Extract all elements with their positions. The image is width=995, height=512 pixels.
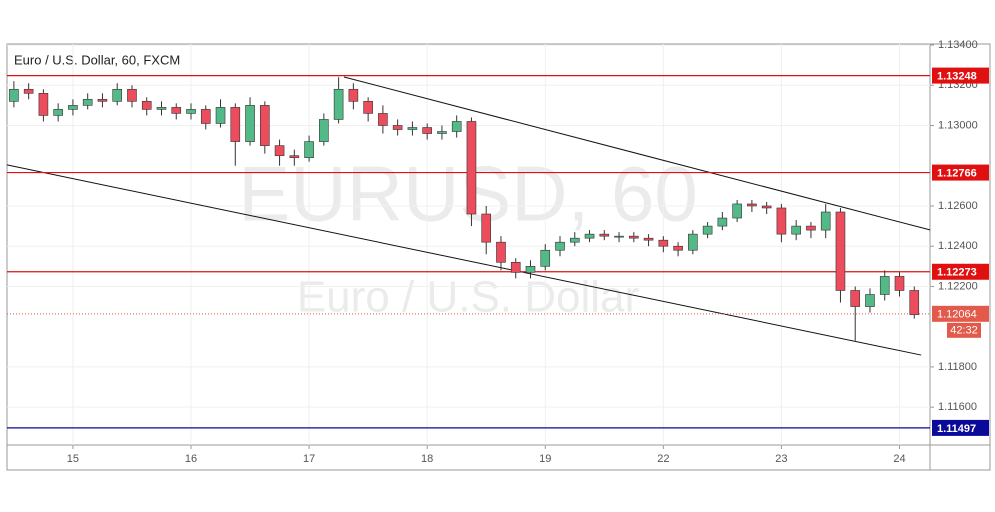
candle-body — [525, 266, 536, 273]
price-label: 1.12064 — [937, 309, 977, 321]
candle-body — [392, 125, 403, 130]
candle-body — [348, 88, 359, 102]
candle-body — [53, 109, 63, 116]
candle-body — [319, 119, 329, 142]
candle-body — [171, 107, 182, 114]
x-tick-label: 24 — [893, 453, 905, 465]
trendline — [6, 164, 922, 356]
candle-body — [806, 225, 816, 231]
candle-body — [97, 99, 108, 102]
candle-body — [127, 88, 137, 102]
candle-body — [186, 109, 196, 114]
candle-body — [673, 245, 683, 251]
countdown-box — [947, 322, 981, 338]
y-tick-label: 1.11800 — [938, 361, 977, 373]
candle-body — [732, 203, 742, 219]
candle-body — [422, 127, 432, 134]
candle-body — [658, 239, 669, 247]
candle-body — [599, 233, 610, 237]
candle-body — [865, 294, 875, 307]
candle-body — [496, 241, 506, 263]
chart-frame — [6, 43, 991, 471]
level-label-box — [932, 263, 989, 280]
candle-body — [909, 290, 920, 315]
x-tick-label: 22 — [657, 453, 669, 465]
y-tick-label: 1.12200 — [938, 280, 978, 292]
candle-body — [156, 107, 167, 110]
x-tick-label: 19 — [539, 453, 551, 465]
candle-body — [112, 88, 123, 102]
price-label-box — [932, 305, 989, 322]
candle-body — [9, 88, 19, 102]
candle-body — [584, 233, 595, 239]
candle-body — [717, 217, 728, 227]
candle-body — [289, 155, 300, 158]
candle-body — [791, 225, 801, 235]
candle-body — [333, 88, 344, 120]
candle-body — [245, 105, 255, 142]
candle-body — [481, 213, 492, 243]
candle-body — [200, 109, 211, 124]
candle-body — [747, 203, 757, 207]
candle-body — [879, 276, 890, 295]
candle-body — [569, 237, 580, 243]
level-label: 1.11497 — [937, 423, 976, 435]
level-label-box — [932, 67, 989, 84]
candle-body — [643, 237, 654, 241]
level-label: 1.12766 — [937, 167, 977, 179]
candle-body — [850, 290, 861, 307]
candle-body — [702, 225, 713, 235]
x-tick-label: 18 — [421, 453, 433, 465]
level-label-box — [932, 419, 989, 436]
level-label: 1.12273 — [937, 267, 977, 279]
x-tick-label: 16 — [185, 453, 197, 465]
candle-body — [260, 105, 270, 146]
candle-body — [141, 101, 152, 110]
candle-body — [540, 249, 551, 267]
candle-body — [215, 107, 226, 124]
candle-body — [23, 88, 34, 94]
candle-body — [407, 127, 418, 130]
level-label-box — [932, 164, 989, 181]
trendline — [343, 76, 931, 231]
watermark: Euro / U.S. Dollar — [297, 273, 639, 322]
candle-body — [82, 99, 93, 106]
candle-body — [304, 141, 314, 158]
candle-body — [629, 235, 639, 239]
y-tick-label: 1.13400 — [938, 39, 978, 51]
candle-body — [68, 105, 78, 110]
candle-body — [510, 262, 521, 273]
candle-body — [820, 211, 831, 231]
candle-body — [776, 207, 787, 235]
countdown: 42:32 — [950, 325, 978, 337]
x-tick-label: 17 — [303, 453, 315, 465]
candle-body — [761, 205, 772, 209]
x-tick-label: 23 — [775, 453, 787, 465]
candle-body — [38, 92, 49, 116]
candle-body — [555, 241, 565, 251]
candle-body — [688, 233, 698, 251]
candle-body — [363, 101, 373, 114]
candle-body — [894, 276, 905, 291]
candle-body — [451, 121, 462, 132]
level-label: 1.13248 — [937, 70, 977, 82]
y-tick-label: 1.12400 — [938, 240, 978, 252]
x-tick-label: 15 — [67, 453, 79, 465]
y-tick-label: 1.12600 — [938, 200, 978, 212]
candle-body — [466, 121, 477, 215]
candle-body — [378, 113, 388, 126]
candle-body — [835, 211, 846, 291]
candle-body — [230, 107, 241, 142]
y-tick-label: 1.11600 — [938, 401, 977, 413]
candle-body — [614, 235, 624, 238]
chart-title: Euro / U.S. Dollar, 60, FXCM — [14, 52, 180, 67]
candle-body — [437, 131, 447, 134]
y-tick-label: 1.13000 — [938, 119, 978, 131]
candle-body — [274, 145, 285, 156]
